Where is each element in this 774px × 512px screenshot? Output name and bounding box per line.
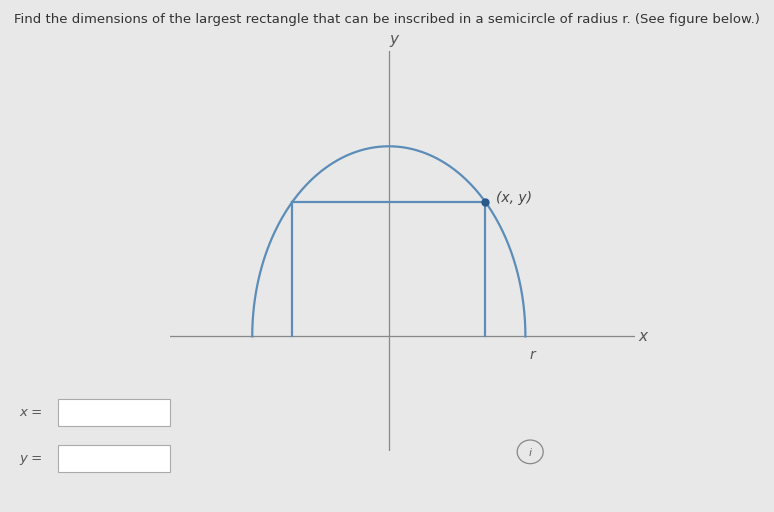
Text: y: y: [390, 32, 399, 48]
Text: i: i: [529, 448, 532, 458]
Text: y =: y =: [19, 452, 43, 465]
Text: r: r: [529, 348, 536, 362]
Text: x =: x =: [19, 406, 43, 419]
Text: (x, y): (x, y): [496, 191, 533, 205]
Text: Find the dimensions of the largest rectangle that can be inscribed in a semicirc: Find the dimensions of the largest recta…: [14, 13, 760, 26]
Text: x: x: [639, 329, 648, 344]
